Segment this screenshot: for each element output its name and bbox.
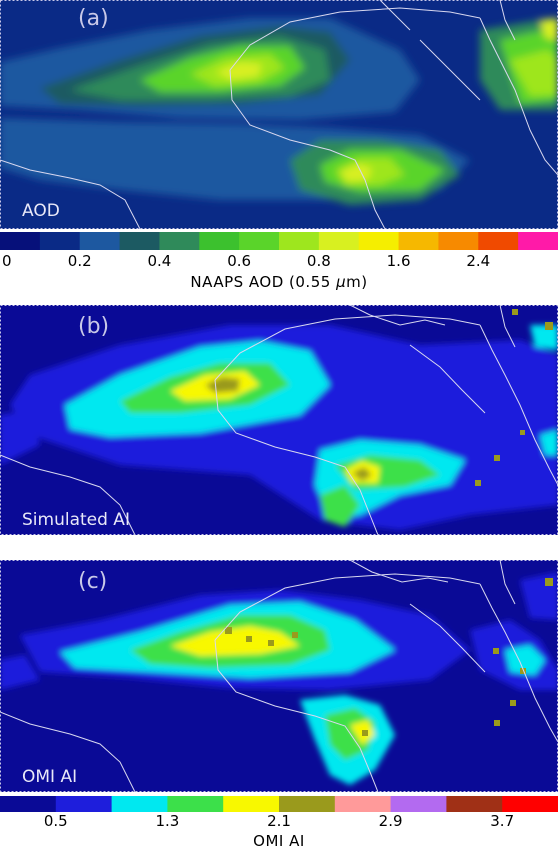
ai-colorbar-tick-label: 2.1 (267, 812, 291, 830)
aod-colorbar-swatch (279, 232, 320, 250)
aod-map: (a) AOD (0, 0, 558, 229)
aod-frame (0, 0, 558, 229)
aod-colorbar-tick-label: 2.4 (466, 252, 491, 270)
simai-panel-tag: (b) (78, 314, 109, 339)
aod-colorbar-swatches (0, 232, 558, 250)
simulated-ai-map: (b) Simulated AI (0, 305, 558, 535)
omi-ai-map: (c) OMI AI (0, 560, 558, 792)
ai-colorbar-swatch (167, 796, 224, 812)
ai-colorbar: 0.5 1.3 2.1 2.9 3.7 OMI AI (0, 796, 558, 850)
ai-colorbar-swatch (334, 796, 392, 812)
aod-coastlines (0, 0, 558, 229)
ai-colorbar-swatch (223, 796, 280, 812)
ai-colorbar-swatch (0, 796, 57, 812)
aod-colorbar-swatch (159, 232, 200, 250)
omiai-panel-label: OMI AI (22, 767, 77, 787)
ai-colorbar-swatch (279, 796, 336, 812)
omi-ai-map-panel: (c) OMI AI (0, 560, 558, 792)
aod-panel-label: AOD (22, 201, 60, 221)
simai-coastlines (0, 305, 558, 535)
simai-speckles (475, 309, 553, 486)
aod-colorbar: 0 0.2 0.4 0.6 0.8 1.6 2.4 NAAPS AOD (0.55 μm) (0, 232, 558, 294)
omiai-panel-tag: (c) (78, 569, 107, 594)
omiai-plumes (0, 572, 558, 785)
ai-colorbar-swatch (446, 796, 503, 812)
ai-colorbar-swatch (390, 796, 447, 812)
aod-map-panel: (a) AOD (0, 0, 558, 229)
ai-colorbar-tick-label: 3.7 (490, 812, 515, 830)
aod-colorbar-tick-label: 0.8 (306, 252, 331, 270)
aod-colorbar-swatch (39, 232, 81, 250)
aod-panel-tag: (a) (78, 6, 109, 31)
omiai-coastlines (0, 560, 558, 792)
ai-colorbar-tick-label: 2.9 (378, 812, 403, 830)
aod-colorbar-tick-label: 0 (2, 252, 12, 270)
simai-panel-label: Simulated AI (22, 510, 130, 530)
ai-colorbar-tick-label: 0.5 (43, 812, 68, 830)
aod-colorbar-swatch (398, 232, 439, 250)
aod-colorbar-swatch (478, 232, 519, 250)
omiai-speckles (225, 578, 553, 736)
aod-colorbar-tick-label: 1.6 (386, 252, 411, 270)
ai-colorbar-swatches (0, 796, 558, 812)
aod-colorbar-swatch (119, 232, 160, 250)
simulated-ai-map-panel: (b) Simulated AI (0, 305, 558, 535)
aod-colorbar-tick-label: 0.2 (67, 252, 92, 270)
aod-colorbar-swatch (438, 232, 479, 250)
simai-plumes (0, 325, 558, 530)
aod-colorbar-title: NAAPS AOD (0.55 μm) (190, 273, 368, 291)
ai-colorbar-title: OMI AI (253, 832, 305, 850)
ai-colorbar-tick-label: 1.3 (155, 812, 180, 830)
aod-colorbar-swatch (79, 232, 121, 250)
aod-colorbar-swatch (0, 232, 41, 250)
aod-colorbar-tick-label: 0.4 (147, 252, 172, 270)
aod-colorbar-swatch (518, 232, 558, 250)
aod-colorbar-swatch (318, 232, 360, 250)
aod-colorbar-tick-label: 0.6 (227, 252, 252, 270)
aod-colorbar-swatch (358, 232, 400, 250)
ai-colorbar-swatch (55, 796, 113, 812)
aod-plumes (0, 18, 558, 205)
aod-colorbar-swatch (239, 232, 280, 250)
aod-colorbar-swatch (199, 232, 240, 250)
ai-colorbar-swatch (502, 796, 558, 812)
ai-colorbar-swatch (111, 796, 168, 812)
simai-frame (0, 305, 558, 535)
